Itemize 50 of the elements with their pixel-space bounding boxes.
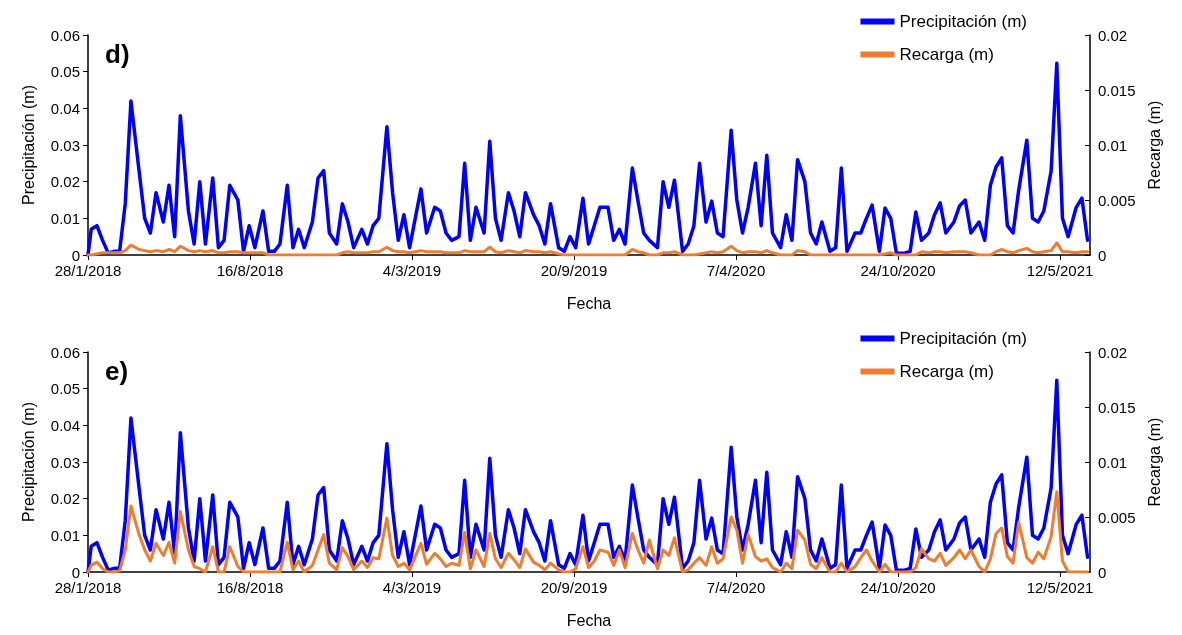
y-tick-label: 0.02 <box>50 490 80 508</box>
y-tick-label: 0.06 <box>50 26 80 44</box>
y2-tick-label: 0 <box>1098 563 1107 581</box>
legend-label: Precipitación (m) <box>899 12 1028 31</box>
y-tick-label: 0.04 <box>50 416 80 434</box>
x-tick-label: 28/1/2018 <box>54 262 122 279</box>
legend-label: Precipitación (m) <box>899 329 1028 348</box>
y-tick-label: 0.01 <box>50 526 80 544</box>
y-axis-title: Precipitación (m) <box>19 84 37 206</box>
y-tick-label: 0.05 <box>50 63 80 81</box>
x-tick-label: 7/4/2020 <box>706 579 766 596</box>
y-tick-label: 0.06 <box>50 343 80 361</box>
x-tick-label: 16/8/2018 <box>216 579 284 596</box>
chart-title: e) <box>105 356 129 386</box>
legend-label: Recarga (m) <box>899 45 994 64</box>
y-tick-label: 0.04 <box>50 99 80 117</box>
chart-title: d) <box>105 39 130 69</box>
y-tick-label: 0 <box>71 246 80 264</box>
y2-axis-title: Recarga (m) <box>1145 100 1163 190</box>
x-tick-label: 7/4/2020 <box>706 262 766 279</box>
y-axis-title: Precipitación (m) <box>19 401 37 523</box>
x-tick-label: 12/5/2021 <box>1026 579 1094 596</box>
x-tick-label: 24/10/2020 <box>860 579 936 596</box>
y2-axis-title: Recarga (m) <box>1145 417 1163 507</box>
x-axis-title: Fecha <box>566 294 612 312</box>
x-tick-label: 24/10/2020 <box>860 262 936 279</box>
y2-tick-label: 0.01 <box>1098 453 1128 471</box>
y-tick-label: 0.05 <box>50 380 80 398</box>
y2-tick-label: 0.015 <box>1098 398 1136 416</box>
y-tick-label: 0 <box>71 563 80 581</box>
y-tick-label: 0.01 <box>50 209 80 227</box>
y-tick-label: 0.03 <box>50 136 80 154</box>
y2-tick-label: 0.02 <box>1098 26 1128 44</box>
y2-tick-label: 0.005 <box>1098 508 1136 526</box>
x-tick-label: 28/1/2018 <box>54 579 122 596</box>
y2-tick-label: 0 <box>1098 246 1107 264</box>
x-tick-label: 16/8/2018 <box>216 262 284 279</box>
y-tick-label: 0.03 <box>50 453 80 471</box>
x-tick-label: 20/9/2019 <box>540 262 608 279</box>
y2-tick-label: 0.02 <box>1098 343 1128 361</box>
x-tick-label: 20/9/2019 <box>540 579 608 596</box>
y2-tick-label: 0.005 <box>1098 191 1136 209</box>
y2-tick-label: 0.01 <box>1098 136 1128 154</box>
y-tick-label: 0.02 <box>50 173 80 191</box>
x-tick-label: 12/5/2021 <box>1026 262 1094 279</box>
x-tick-label: 4/3/2019 <box>382 262 442 279</box>
y2-tick-label: 0.015 <box>1098 81 1136 99</box>
x-axis-title: Fecha <box>566 611 612 629</box>
legend-label: Recarga (m) <box>899 362 994 381</box>
x-tick-label: 4/3/2019 <box>382 579 442 596</box>
